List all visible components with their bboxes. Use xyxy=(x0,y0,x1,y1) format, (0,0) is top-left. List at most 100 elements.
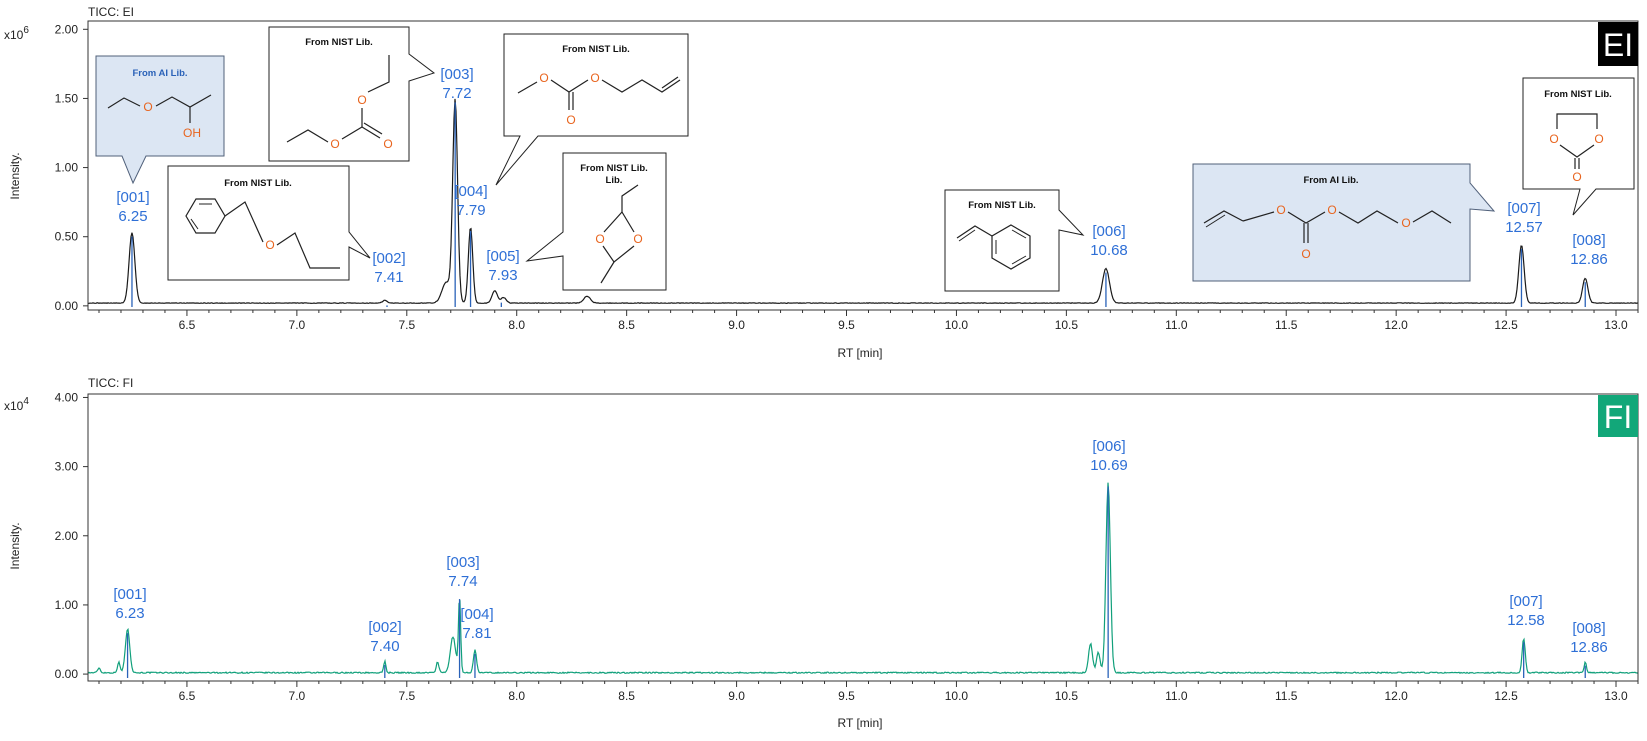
callout-003-bond xyxy=(286,129,329,143)
callout-004-bond xyxy=(517,81,538,94)
callout-007-atom: O xyxy=(1401,216,1410,230)
callout-008: From NIST Lib. O O O xyxy=(1522,77,1635,216)
callout-002-box xyxy=(167,165,371,281)
ei-y-tick-label: 0.50 xyxy=(55,230,79,244)
fi-badge xyxy=(1598,395,1638,437)
callout-004-bond xyxy=(661,76,679,89)
callout-003-atom: O xyxy=(383,137,392,151)
fi-peak-label-rt: 7.81 xyxy=(462,625,491,642)
callout-006-title: From NIST Lib. xyxy=(968,200,1036,211)
fi-peak-label-id: [002] xyxy=(368,619,401,636)
callout-007-bond xyxy=(1203,210,1244,224)
ei-trace-line xyxy=(87,98,1639,305)
callout-002-ring xyxy=(185,198,226,234)
callout-008-bond xyxy=(1556,113,1598,129)
fi-badge-text: FI xyxy=(1604,399,1632,435)
callout-001-title: From AI Lib. xyxy=(132,68,187,79)
fi-peak-label-rt: 12.58 xyxy=(1507,612,1545,629)
callout-008-title: From NIST Lib. xyxy=(1544,89,1612,100)
ei-peak-label-rt: 10.68 xyxy=(1090,242,1128,259)
fi-x-tick-label: 11.0 xyxy=(1165,689,1188,703)
fi-y-tick-label: 4.00 xyxy=(55,390,79,404)
callout-008-atom: O xyxy=(1549,132,1558,146)
ei-x-tick-label: 7.0 xyxy=(289,318,306,332)
ei-peak-markers xyxy=(131,102,1586,307)
fi-peak-label-rt: 7.40 xyxy=(370,638,399,655)
ei-peak-label-rt: 7.79 xyxy=(456,202,485,219)
fi-trace-line xyxy=(87,482,1639,675)
callout-006-bond xyxy=(1011,255,1027,265)
callout-007-atom: O xyxy=(1301,247,1310,261)
ei-badge-text: EI xyxy=(1603,27,1633,63)
callout-002: From NIST Lib. O xyxy=(167,165,371,281)
callout-007-title: From AI Lib. xyxy=(1303,175,1358,186)
ei-x-tick-label: 10.5 xyxy=(1055,318,1079,332)
ei-y-tick-label: 2.00 xyxy=(55,22,79,36)
fi-peak-label-rt: 7.74 xyxy=(448,573,477,590)
fi-x-tick-label: 10.0 xyxy=(945,689,969,703)
callout-002-bond xyxy=(276,232,340,269)
callout-001-box xyxy=(95,55,225,185)
callout-006: From NIST Lib. xyxy=(944,189,1085,292)
fi-peak-label-id: [007] xyxy=(1509,593,1542,610)
ei-peak-label-rt: 12.86 xyxy=(1570,251,1608,268)
fi-x-tick-label: 7.0 xyxy=(289,689,306,703)
ei-panel-title: TICC: EI xyxy=(88,5,134,19)
ei-peak-label-id: [005] xyxy=(486,248,519,265)
fi-x-tick-label: 13.0 xyxy=(1604,689,1628,703)
ei-x-tick-label: 11.5 xyxy=(1275,318,1298,332)
callout-004-title: From NIST Lib. xyxy=(562,44,630,55)
callout-005-bond xyxy=(603,211,623,233)
ei-x-tick-label: 8.5 xyxy=(618,318,635,332)
fi-y-multiplier-exponent: 4 xyxy=(23,396,29,407)
ei-peak-label-rt: 12.57 xyxy=(1505,219,1543,236)
ei-y-tick-label: 1.50 xyxy=(55,91,79,105)
ei-y-multiplier: x106 xyxy=(4,25,29,42)
ei-peak-label-id: [004] xyxy=(454,183,487,200)
callout-005-atom: O xyxy=(633,232,642,246)
fi-panel-title: TICC: FI xyxy=(88,376,133,390)
ei-y-tick-label: 0.00 xyxy=(55,299,79,313)
callout-008-atom: O xyxy=(1572,170,1581,184)
callout-005-bond xyxy=(621,184,639,212)
fi-x-tick-label: 8.0 xyxy=(508,689,525,703)
ei-y-tick-label: 1.00 xyxy=(55,161,79,175)
ei-peak-label-rt: 7.93 xyxy=(488,267,517,284)
fi-peak-label-id: [008] xyxy=(1572,620,1605,637)
fi-x-tick-label: 10.5 xyxy=(1055,689,1079,703)
ei-peak-label-id: [003] xyxy=(440,66,473,83)
ei-x-tick-label: 11.0 xyxy=(1165,318,1188,332)
callout-004-atom: O xyxy=(590,71,599,85)
fi-y-multiplier-base: x10 xyxy=(4,399,24,413)
ei-y-multiplier-base: x10 xyxy=(4,28,24,42)
fi-x-tick-label: 12.5 xyxy=(1494,689,1518,703)
ei-peak-label-id: [007] xyxy=(1507,200,1540,217)
ei-x-tick-label: 10.0 xyxy=(945,318,969,332)
fi-peak-labels: [001] 6.23 [002] 7.40 [003] 7.74 [004] 7.81 [006… xyxy=(113,438,1607,656)
callout-007-bond xyxy=(1205,214,1226,228)
ei-x-tick-label: 9.5 xyxy=(838,318,855,332)
ei-peak-label-id: [006] xyxy=(1092,223,1125,240)
callout-005-bond xyxy=(621,211,635,233)
callout-004-atom: O xyxy=(539,71,548,85)
fi-x-tick-label: 9.0 xyxy=(728,689,745,703)
ei-x-tick-label: 8.0 xyxy=(508,318,525,332)
fi-peak-label-rt: 6.23 xyxy=(115,605,144,622)
callout-006-bond xyxy=(958,229,976,242)
callout-002-title: From NIST Lib. xyxy=(224,178,292,189)
callout-003-box xyxy=(268,26,436,162)
callout-003-bond xyxy=(363,122,383,135)
callout-001-atom: OH xyxy=(183,126,201,140)
fi-y-multiplier: x104 xyxy=(4,396,29,413)
fi-y-tick-label: 3.00 xyxy=(55,460,79,474)
fi-y-tick-label: 1.00 xyxy=(55,598,79,612)
fi-y-tick-label: 2.00 xyxy=(55,529,79,543)
fi-peak-label-rt: 12.86 xyxy=(1570,639,1608,656)
ei-peak-label-id: [002] xyxy=(372,250,405,267)
ei-y-multiplier-exponent: 6 xyxy=(23,25,29,36)
callout-002-bond xyxy=(224,201,264,243)
fi-peak-label-id: [003] xyxy=(446,554,479,571)
callout-003-bond xyxy=(361,126,381,139)
fi-peak-markers xyxy=(126,486,1586,678)
